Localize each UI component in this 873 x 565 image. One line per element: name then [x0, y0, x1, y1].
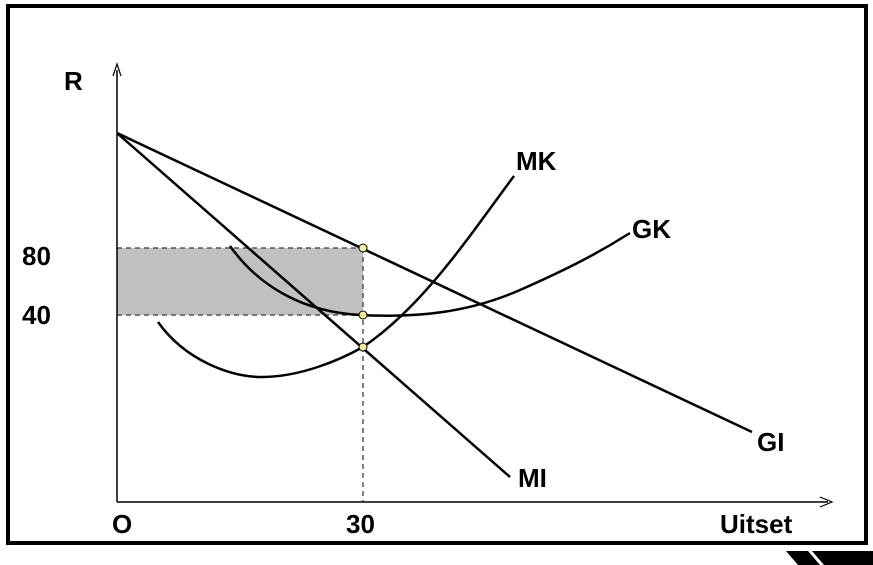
y-axis-label: R [64, 66, 83, 96]
mi-line [116, 132, 511, 478]
origin-label: O [112, 509, 132, 539]
corner-chevron-icon [786, 551, 873, 565]
gk-label: GK [632, 214, 671, 244]
y-axis-arrow-icon [112, 62, 122, 77]
point-average-cost [358, 310, 368, 320]
gk-curve [228, 231, 631, 317]
point-price [358, 243, 368, 253]
gi-label: GI [757, 427, 784, 457]
diagram-frame [6, 4, 868, 545]
x-tick-30: 30 [346, 509, 375, 539]
mk-curve [156, 175, 516, 379]
x-axis-arrow-icon [819, 496, 834, 508]
y-tick-40: 40 [22, 300, 51, 330]
y-tick-80: 80 [22, 241, 51, 271]
mi-label: MI [518, 463, 547, 493]
point-mk-mi [358, 342, 368, 352]
gi-line [116, 131, 753, 434]
x-axis-label: Uitset [720, 509, 793, 539]
mk-label: MK [516, 146, 557, 176]
